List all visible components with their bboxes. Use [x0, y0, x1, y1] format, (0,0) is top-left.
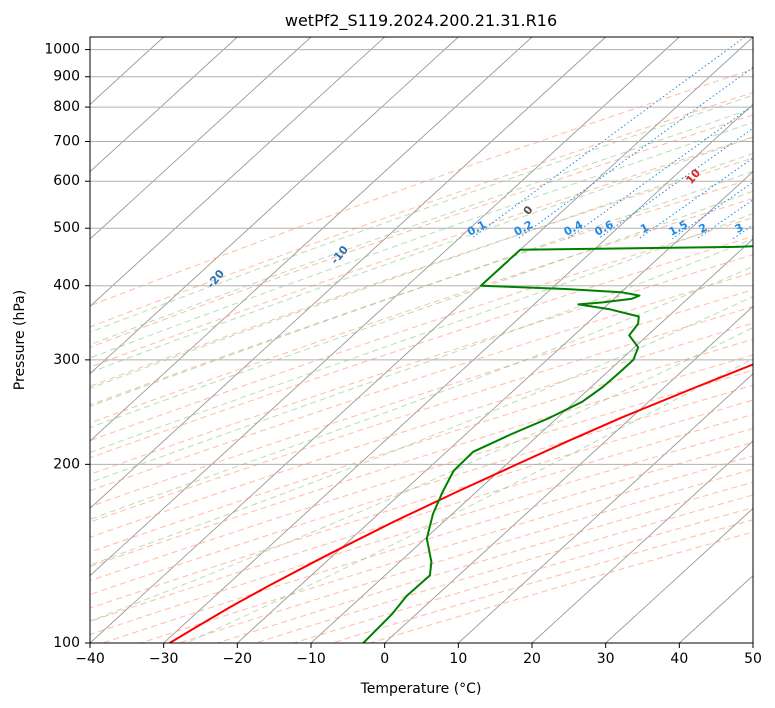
- dry-adiabat-line: [90, 354, 753, 568]
- plot-frame: [89, 36, 754, 644]
- dry-adiabat-line: [90, 427, 753, 636]
- dry-adiabat-line: [331, 519, 753, 643]
- isotherm-line: [458, 373, 753, 643]
- dry-adiabat-line: [90, 384, 753, 596]
- x-tick-label: −30: [149, 651, 179, 667]
- x-tick-label: 50: [744, 651, 762, 667]
- dry-adiabat-line: [90, 399, 753, 609]
- isotherm-line: [163, 103, 753, 643]
- temperature-profile-line: [169, 363, 753, 643]
- moist-adiabat-line: [90, 213, 753, 454]
- isotherm-line: [531, 440, 753, 643]
- y-axis-title: Pressure (hPa): [12, 290, 28, 390]
- mixing-ratio-line: [696, 199, 753, 240]
- isotherm-line: [90, 37, 606, 509]
- isotherm-line: [90, 37, 753, 643]
- y-tick-label: 900: [53, 69, 80, 85]
- isotherm-line: [90, 37, 533, 442]
- x-tick-label: −10: [296, 651, 326, 667]
- isotherm-line: [310, 238, 753, 643]
- dry-adiabat-line: [90, 271, 753, 492]
- x-tick-label: 30: [597, 651, 615, 667]
- dry-adiabat-line: [90, 217, 753, 442]
- dry-adiabat-line: [90, 114, 753, 348]
- y-tick-label: 500: [53, 220, 80, 236]
- y-tick-label: 300: [53, 352, 80, 368]
- x-tick-label: 20: [523, 651, 541, 667]
- y-tick-label: 1000: [44, 42, 80, 58]
- x-tick-label: 0: [380, 651, 389, 667]
- dry-adiabat-line: [90, 289, 753, 508]
- dry-adiabat-line: [255, 494, 753, 643]
- dry-adiabat-line: [90, 254, 753, 475]
- pressure-gridlines: [90, 49, 753, 643]
- moist-adiabat-line: [186, 358, 753, 643]
- isotherm-line: [90, 37, 312, 240]
- isotherm-line: [237, 171, 753, 643]
- background-reference-lines: [90, 37, 753, 643]
- dry-adiabat-line: [90, 197, 753, 424]
- dry-adiabat-line: [293, 506, 753, 643]
- x-tick-label: 40: [670, 651, 688, 667]
- y-tick-label: 400: [53, 278, 80, 294]
- x-tick-label: 10: [449, 651, 467, 667]
- mixing-ratio-line: [470, 37, 746, 240]
- mixing-ratio-line: [638, 157, 753, 240]
- dry-adiabat-line: [90, 413, 753, 622]
- dry-adiabat-line: [90, 306, 753, 523]
- dry-adiabat-line: [90, 235, 753, 459]
- dry-adiabat-line: [90, 177, 753, 406]
- dry-adiabat-line: [90, 369, 753, 582]
- moist-adiabat-line: [90, 295, 753, 566]
- dewpoint-profile-line: [362, 245, 753, 643]
- isotherm-line: [90, 37, 385, 307]
- moist-adiabat-line: [90, 190, 753, 429]
- mixing-ratio-line: [517, 66, 753, 240]
- chart-title: wetPf2_S119.2024.200.21.31.R16: [285, 11, 557, 31]
- y-tick-label: 700: [53, 133, 80, 149]
- dry-adiabat-line: [90, 157, 753, 387]
- isotherm-line: [90, 37, 459, 375]
- sounding-profiles: [169, 245, 753, 643]
- y-tick-label: 800: [53, 99, 80, 115]
- x-tick-label: −20: [223, 651, 253, 667]
- y-tick-label: 100: [53, 635, 80, 651]
- dry-adiabat-line: [102, 441, 753, 643]
- mixing-ratio-line: [567, 104, 753, 240]
- isotherm-line: [384, 305, 753, 643]
- x-tick-label: −40: [75, 651, 105, 667]
- axes: −40 −30 −20 −10 0 10 20 30 40 50 100 200 300 400 500 60…: [44, 42, 762, 667]
- moist-adiabat-line: [90, 326, 753, 622]
- isotherm-line: [90, 37, 238, 173]
- y-tick-label: 200: [53, 456, 80, 472]
- isotherm-line: [90, 37, 680, 577]
- dry-adiabat-line: [369, 531, 753, 643]
- x-axis-title: Temperature (°C): [360, 681, 482, 697]
- y-tick-label: 600: [53, 173, 80, 189]
